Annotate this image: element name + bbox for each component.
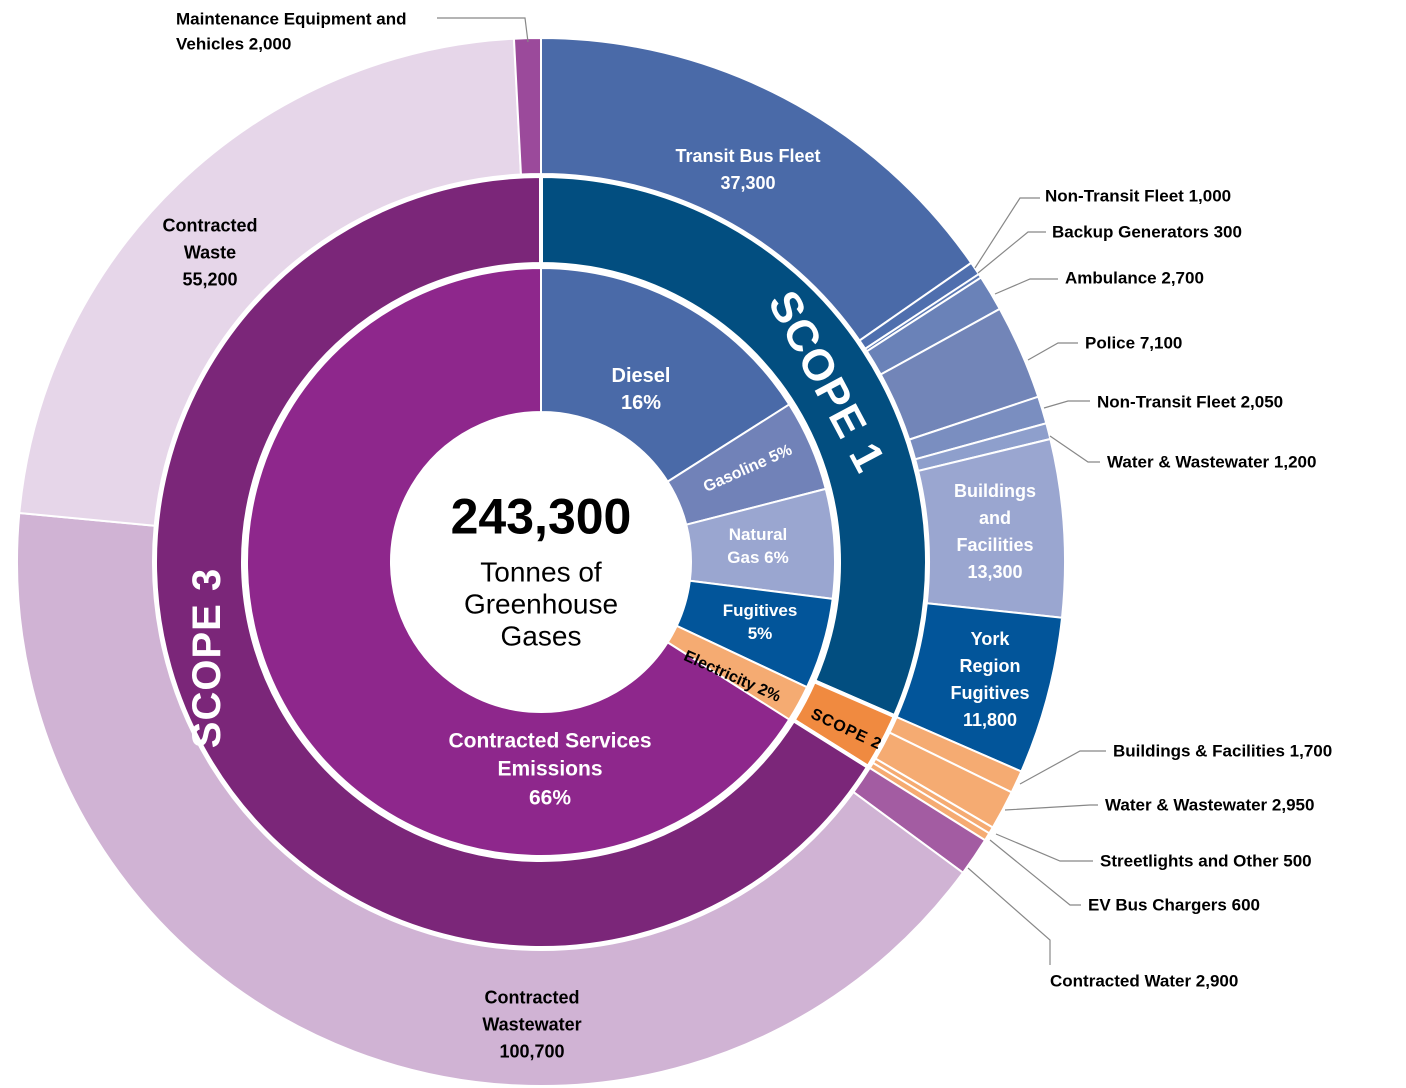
inner-value: 5% <box>747 624 773 643</box>
outer-label: Non-Transit Fleet 2,050 <box>1097 389 1283 415</box>
scope-segment <box>153 173 871 950</box>
leader-line <box>1027 342 1078 361</box>
scope-name: SCOPE 3 <box>185 567 229 749</box>
outer-name: Streetlights and Other <box>1100 851 1279 871</box>
inner-label: Contracted Services Emissions 66% <box>415 727 685 812</box>
outer-label: Water & Wastewater 1,200 <box>1107 449 1316 475</box>
outer-name: Buildings and Facilities <box>954 481 1036 555</box>
outer-value: 37,300 <box>720 173 776 193</box>
inner-value: 6% <box>764 548 789 567</box>
inner-value: 16% <box>620 392 662 414</box>
outer-name: Contracted Water <box>1050 971 1192 991</box>
outer-name: Backup Generators <box>1052 222 1209 242</box>
leader-line <box>1043 400 1090 409</box>
outer-value: 500 <box>1283 851 1312 871</box>
outer-value: 1,000 <box>1188 186 1232 206</box>
outer-name: Water & Wastewater <box>1107 452 1270 472</box>
outer-value: 100,700 <box>499 1041 565 1062</box>
outer-label: Non-Transit Fleet 1,000 <box>1045 183 1231 209</box>
outer-name: Police <box>1085 333 1136 353</box>
outer-name: Non-Transit Fleet <box>1045 186 1184 206</box>
inner-name: Fugitives <box>722 601 798 621</box>
outer-value: 1,200 <box>1273 452 1317 472</box>
outer-label: Contracted Water 2,900 <box>1050 968 1238 994</box>
outer-name: Contracted Wastewater <box>482 987 582 1035</box>
outer-label: Contracted Waste 55,200 <box>155 213 265 294</box>
scope-segment <box>539 173 929 719</box>
inner-label: Diesel 16% <box>581 363 701 417</box>
outer-value: 2,700 <box>1161 268 1204 288</box>
inner-name: Contracted Services Emissions <box>448 729 652 781</box>
outer-value: 2,950 <box>1271 795 1315 815</box>
outer-name: Ambulance <box>1065 268 1157 288</box>
outer-label: EV Bus Chargers 600 <box>1088 892 1260 918</box>
leader-line <box>1019 750 1106 785</box>
leader-line <box>995 833 1093 862</box>
outer-label: Police 7,100 <box>1085 330 1182 356</box>
leader-line <box>989 839 1081 906</box>
leader-line <box>994 278 1058 295</box>
leader-line <box>437 17 529 43</box>
outer-name: Contracted Waste <box>162 215 258 263</box>
center-text: Tonnes of Greenhouse Gases <box>463 556 619 653</box>
outer-name: Buildings & Facilities <box>1113 741 1285 761</box>
outer-name: Water & Wastewater <box>1105 795 1268 815</box>
outer-label: Streetlights and Other 500 <box>1100 848 1312 874</box>
outer-label: Maintenance Equipment and Vehicles 2,000 <box>176 7 426 56</box>
outer-label: Buildings and Facilities 13,300 <box>945 478 1045 586</box>
outer-label: Contracted Wastewater 100,700 <box>462 985 602 1066</box>
outer-label: Water & Wastewater 2,950 <box>1105 792 1314 818</box>
outer-value: 55,200 <box>182 269 238 290</box>
outer-value: 600 <box>1231 895 1260 915</box>
leader-line <box>977 231 1046 274</box>
outer-label: Ambulance 2,700 <box>1065 265 1204 291</box>
leader-line <box>1004 804 1098 811</box>
inner-label: Natural Gas 6% <box>716 524 801 570</box>
outer-value: 2,900 <box>1195 971 1239 991</box>
center-hole <box>391 412 691 712</box>
center-total: 243,300 <box>450 488 632 545</box>
outer-label: Transit Bus Fleet 37,300 <box>638 143 858 197</box>
inner-label: Fugitives 5% <box>700 600 820 646</box>
leader-line <box>1049 435 1100 463</box>
outer-value: 300 <box>1213 222 1242 242</box>
inner-value: 66% <box>528 786 572 810</box>
leader-line <box>967 867 1051 965</box>
outer-value: 1,700 <box>1289 741 1333 761</box>
outer-label: Backup Generators 300 <box>1052 219 1242 245</box>
outer-name: EV Bus Chargers <box>1088 895 1227 915</box>
outer-name: Maintenance Equipment and Vehicles <box>176 9 407 53</box>
outer-value: 7,100 <box>1139 333 1183 353</box>
outer-value: 2,050 <box>1240 392 1284 412</box>
outer-name: York Region Fugitives <box>950 629 1030 703</box>
inner-name: Diesel <box>611 365 671 387</box>
outer-value: 13,300 <box>967 562 1023 582</box>
outer-label: Buildings & Facilities 1,700 <box>1113 738 1332 764</box>
inner-name: Natural Gas <box>727 525 788 567</box>
leader-line <box>974 197 1040 269</box>
outer-value: 2,000 <box>248 34 292 53</box>
outer-name: Non-Transit Fleet <box>1097 392 1236 412</box>
outer-label: York Region Fugitives 11,800 <box>943 626 1038 734</box>
scope-label: SCOPE 3 <box>185 567 229 749</box>
outer-value: 11,800 <box>962 710 1018 730</box>
outer-name: Transit Bus Fleet <box>675 146 821 166</box>
